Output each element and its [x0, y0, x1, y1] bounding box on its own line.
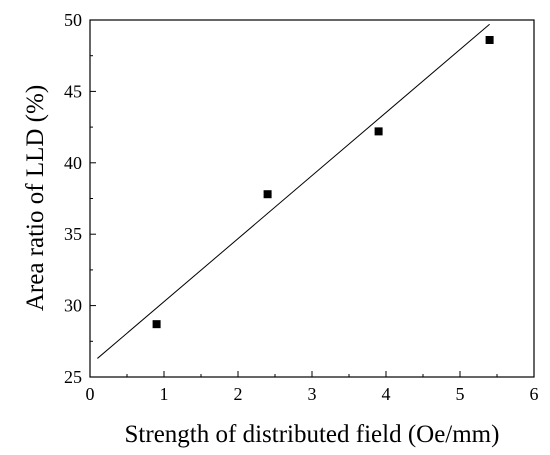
x-axis-ticks [89, 371, 535, 377]
y-tick-label: 30 [64, 296, 82, 316]
linear-fit-line [97, 23, 490, 359]
data-points [152, 35, 494, 329]
y-axis-title: Area ratio of LLD (%) [22, 85, 49, 311]
y-tick-label: 35 [64, 224, 82, 244]
x-axis-title: Strength of distributed field (Oe/mm) [125, 421, 500, 448]
data-point [374, 127, 383, 136]
x-tick-label: 2 [234, 384, 243, 404]
y-axis-tick-labels: 25 30 35 40 45 50 [64, 10, 82, 387]
x-tick-label: 0 [86, 384, 95, 404]
y-tick-label: 50 [64, 10, 82, 30]
x-axis-tick-labels: 0 1 2 3 4 5 6 [86, 384, 539, 404]
x-tick-label: 4 [382, 384, 391, 404]
x-tick-label: 5 [456, 384, 465, 404]
y-axis-ticks [90, 19, 96, 378]
x-tick-label: 3 [308, 384, 317, 404]
data-point [485, 35, 494, 44]
y-tick-label: 40 [64, 153, 82, 173]
y-tick-label: 25 [64, 367, 82, 387]
data-point [152, 320, 161, 329]
y-tick-label: 45 [64, 81, 82, 101]
x-tick-label: 6 [530, 384, 539, 404]
x-tick-label: 1 [160, 384, 169, 404]
data-point [263, 190, 272, 199]
